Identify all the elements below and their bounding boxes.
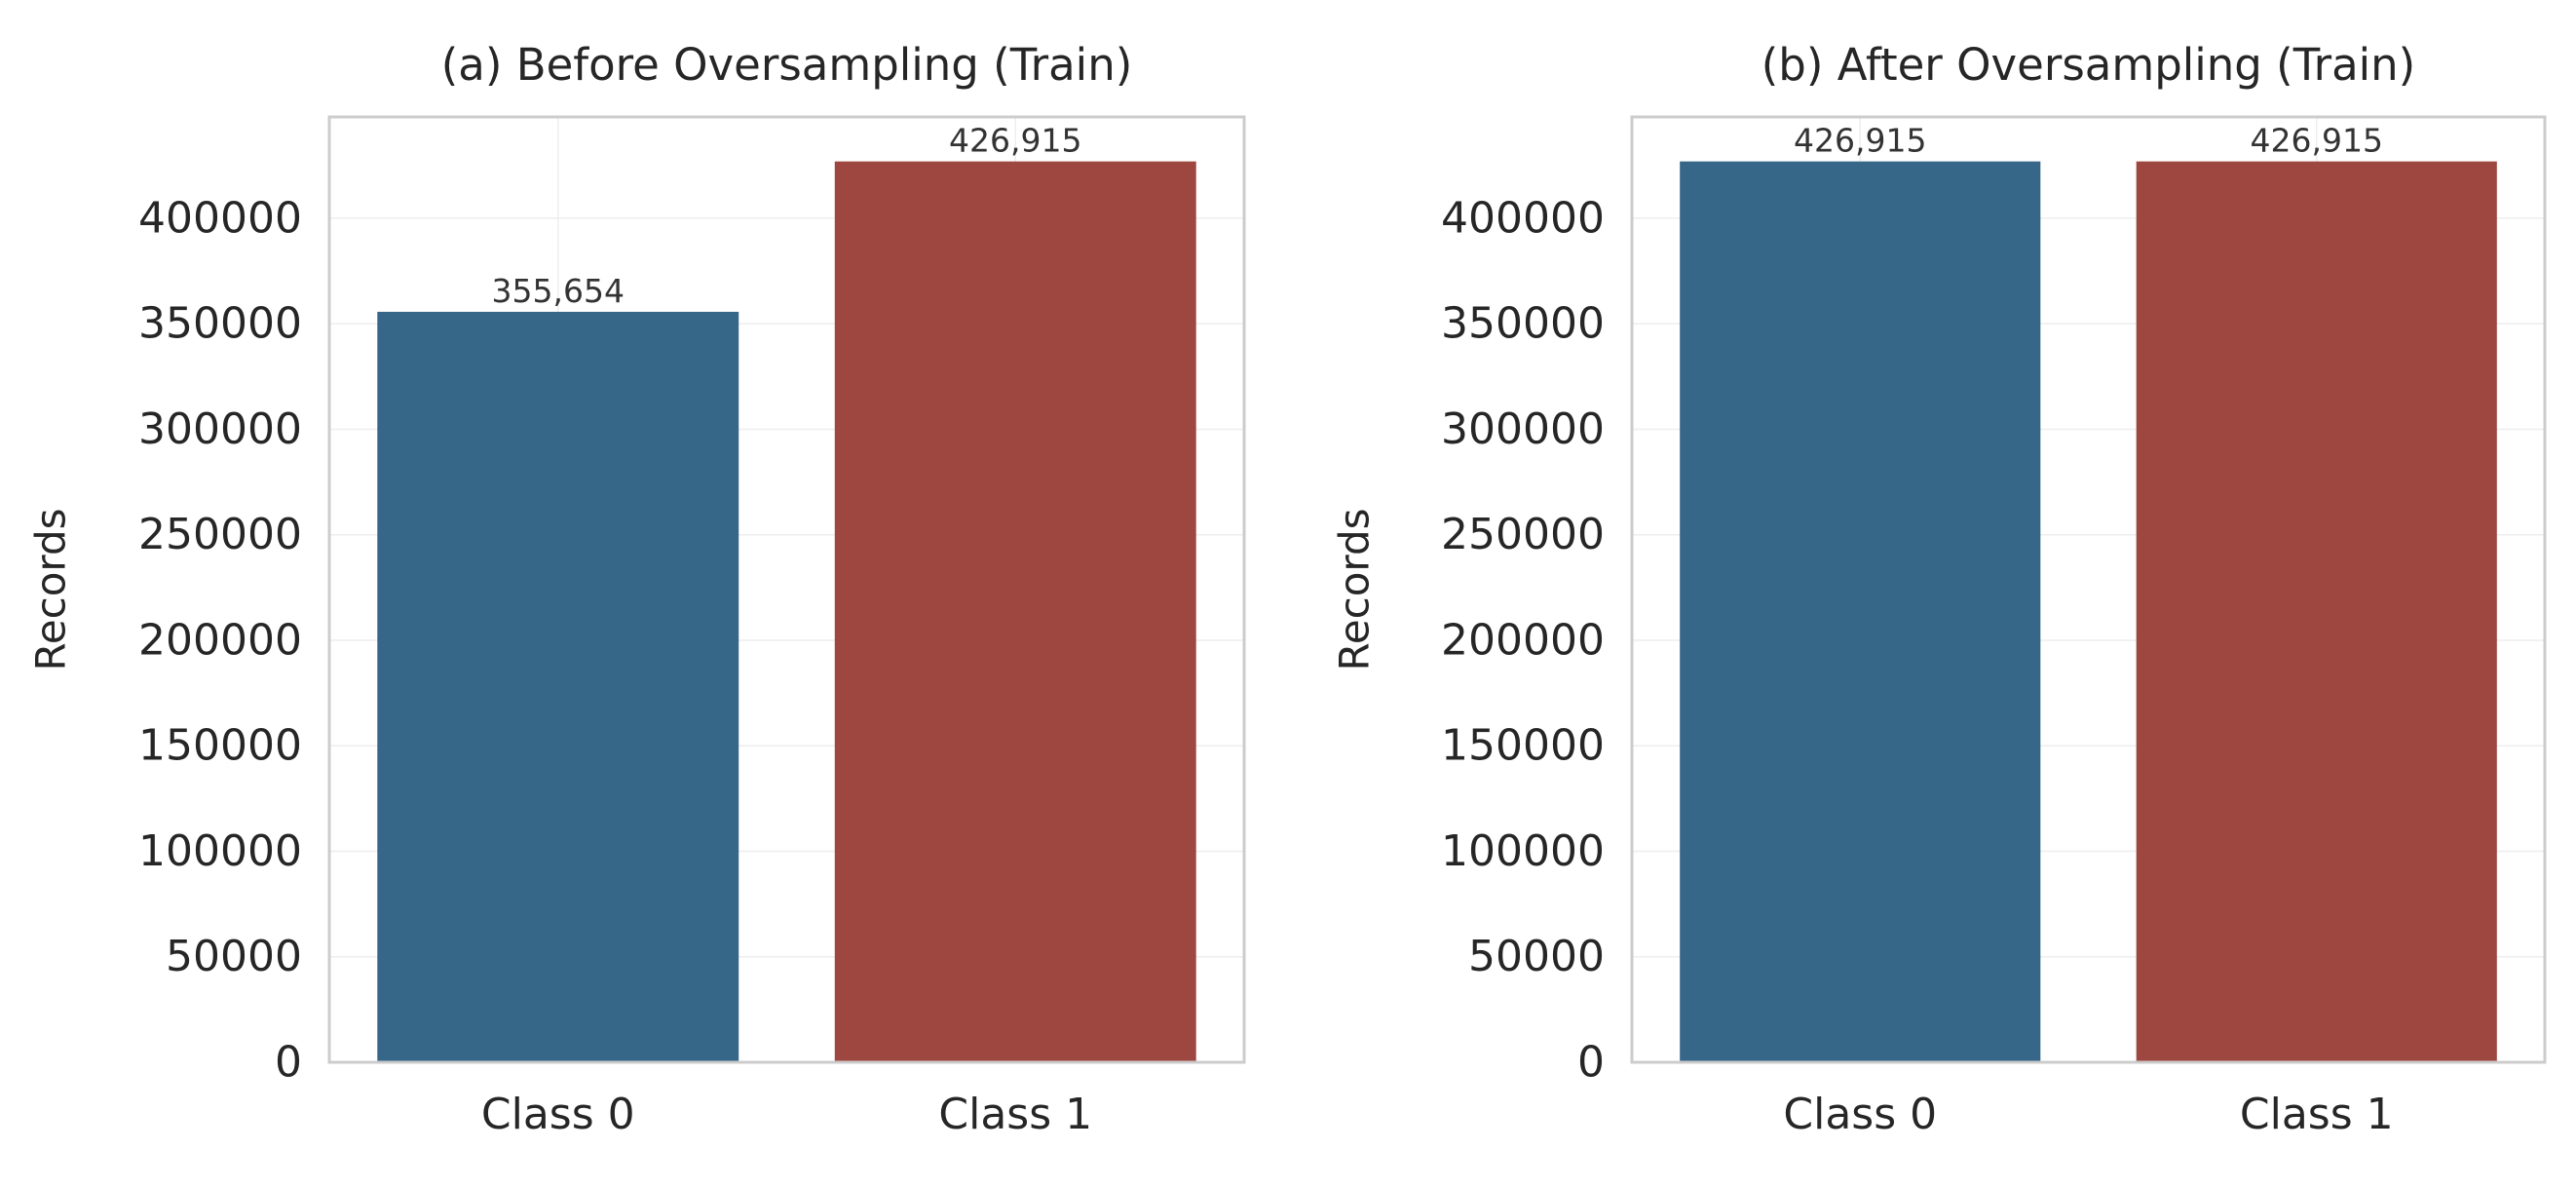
y-tick-label: 100000	[1441, 826, 1605, 876]
x-tick-label: Class 1	[938, 1090, 1092, 1139]
y-tick-label: 200000	[1441, 615, 1605, 665]
bar-value-label: 426,915	[949, 122, 1081, 160]
y-tick-label: 150000	[138, 721, 302, 771]
y-tick-label: 50000	[1468, 932, 1605, 981]
y-tick-label: 250000	[138, 510, 302, 559]
y-tick-label: 250000	[1441, 510, 1605, 559]
y-tick-label: 0	[1577, 1038, 1605, 1088]
y-tick-label: 50000	[166, 932, 302, 981]
y-tick-label: 350000	[1441, 299, 1605, 349]
bars	[1680, 161, 2497, 1063]
bars	[377, 161, 1196, 1063]
bar-class-1	[834, 161, 1196, 1063]
y-tick-label: 350000	[138, 299, 302, 349]
panel-title: (a) Before Oversampling (Train)	[441, 39, 1133, 91]
y-tick-label: 300000	[1441, 404, 1605, 454]
value-labels: 355,654 426,915	[492, 122, 1082, 310]
y-tick-label: 100000	[138, 826, 302, 876]
y-axis-label: Records	[1331, 509, 1379, 671]
x-tick-label: Class 0	[1783, 1090, 1937, 1139]
y-tick-label: 400000	[138, 193, 302, 243]
y-tick-labels: 0 50000 100000 150000 200000 250000 300000 3500…	[138, 193, 302, 1087]
y-tick-label: 200000	[138, 615, 302, 665]
bar-value-label: 355,654	[492, 272, 625, 310]
bar-class-0	[377, 311, 739, 1063]
bar-value-label: 426,915	[2251, 122, 2383, 160]
x-tick-labels: Class 0 Class 1	[1783, 1090, 2393, 1139]
y-axis-label: Records	[27, 509, 75, 671]
y-tick-labels: 0 50000 100000 150000 200000 250000 300000 3500…	[1441, 193, 1605, 1087]
x-tick-label: Class 0	[481, 1090, 635, 1139]
plot-frame	[327, 115, 1246, 1064]
y-tick-label: 400000	[1441, 193, 1605, 243]
y-tick-label: 300000	[138, 404, 302, 454]
panel-title: (b) After Oversampling (Train)	[1762, 39, 2415, 91]
y-tick-label: 0	[275, 1038, 302, 1088]
panel-before-oversampling: (a) Before Oversampling (Train) Records …	[27, 39, 1246, 1139]
plot-frame	[1630, 115, 2547, 1064]
value-labels: 426,915 426,915	[1794, 122, 2383, 160]
x-tick-labels: Class 0 Class 1	[481, 1090, 1092, 1139]
bar-class-0	[1680, 161, 2041, 1063]
panel-after-oversampling: (b) After Oversampling (Train) Records 4…	[1331, 39, 2547, 1139]
bar-class-1	[2136, 161, 2497, 1063]
x-tick-label: Class 1	[2240, 1090, 2394, 1139]
y-tick-label: 150000	[1441, 721, 1605, 771]
bar-value-label: 426,915	[1794, 122, 1926, 160]
